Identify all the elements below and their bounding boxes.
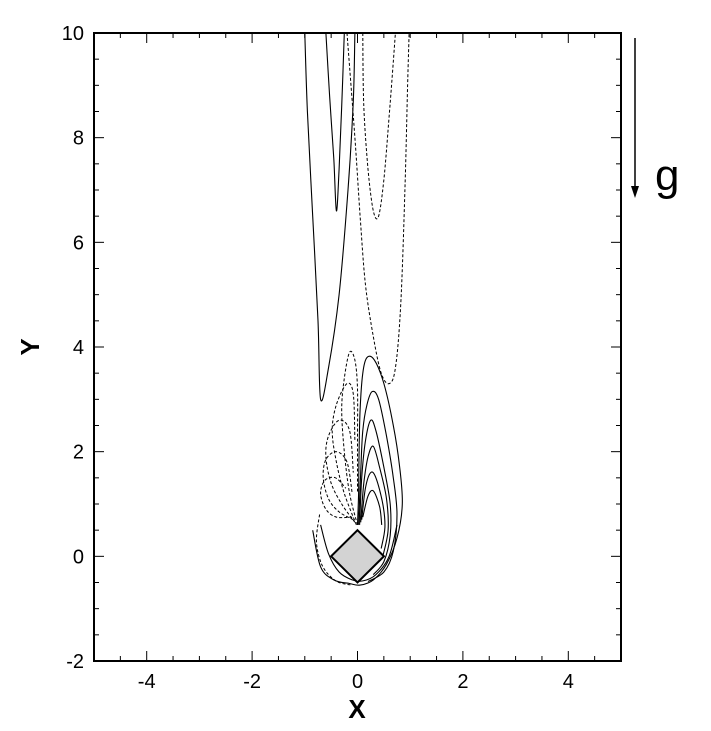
x-tick-label: -4 [138, 671, 156, 693]
y-tick-label: 10 [62, 23, 84, 45]
y-axis-title: Y [15, 338, 45, 355]
x-axis-title: X [348, 694, 366, 724]
gravity-annotation: g [631, 38, 679, 200]
diamond-obstacle [329, 528, 386, 584]
x-tick-label: 0 [352, 671, 363, 693]
dashed-contour-line-1 [346, 32, 410, 385]
dashed-contour-line-2 [341, 350, 359, 526]
dashed-contour-line-6 [320, 476, 353, 519]
solid-contour-line-5 [360, 445, 389, 557]
y-tick-label: 0 [73, 546, 84, 568]
contours-layer [304, 32, 410, 586]
dashed-contour-line-7 [315, 514, 353, 586]
dashed-contour-line-5 [322, 451, 354, 521]
y-tick-label: 4 [73, 337, 84, 359]
gravity-arrow-head-icon [631, 186, 639, 198]
y-tick-label: -2 [66, 651, 84, 673]
dashed-contour-line-3 [331, 382, 357, 526]
solid-contour-line-3 [358, 390, 398, 582]
gravity-label: g [655, 151, 679, 200]
solid-contour-line-0 [304, 32, 356, 402]
solid-contour-line-1 [325, 32, 345, 212]
solid-contour-line-4 [359, 419, 392, 575]
x-tick-label: -2 [243, 671, 261, 693]
ticks-layer: -4 -2 0 2 4 -2 0 2 4 6 8 10 [62, 23, 622, 693]
solid-contour-line-2 [312, 355, 403, 586]
y-tick-label: 8 [73, 128, 84, 150]
y-tick-label: 6 [73, 232, 84, 254]
x-tick-label: 2 [457, 671, 468, 693]
obstacle-layer [329, 528, 386, 584]
dashed-contour-line-0 [362, 32, 396, 220]
solid-contour-line-6 [361, 471, 386, 549]
dashed-contour-line-4 [325, 419, 356, 523]
solid-contour-line-7 [362, 489, 383, 525]
x-tick-label: 4 [563, 671, 574, 693]
y-tick-label: 2 [73, 442, 84, 464]
